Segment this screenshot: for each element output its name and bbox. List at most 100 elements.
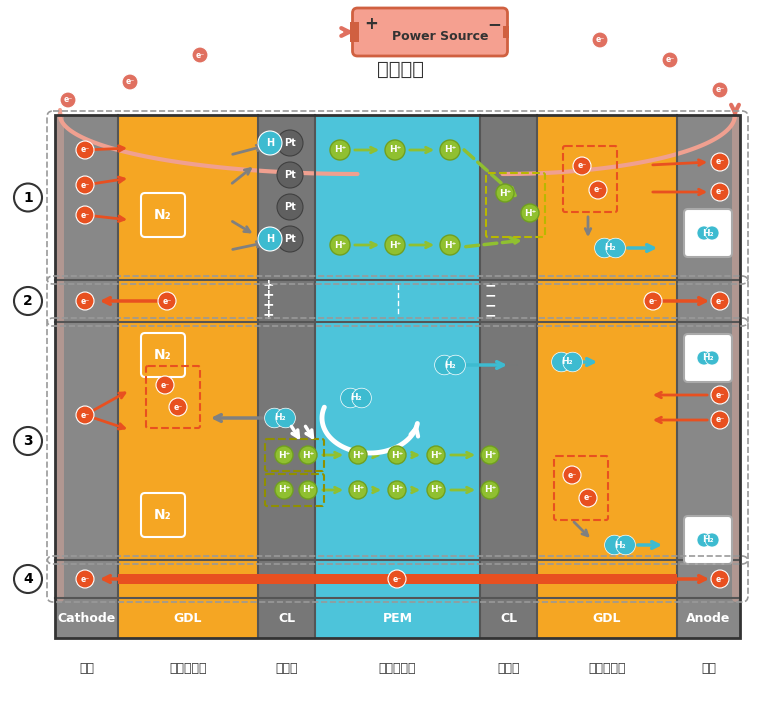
Bar	[480, 560, 537, 598]
Text: −: −	[484, 288, 496, 302]
Text: H⁺: H⁺	[334, 146, 346, 154]
Circle shape	[276, 408, 296, 428]
Bar	[677, 322, 740, 560]
Text: H⁺: H⁺	[484, 451, 496, 460]
Text: e⁻: e⁻	[584, 493, 593, 503]
Circle shape	[573, 157, 591, 175]
FancyBboxPatch shape	[684, 334, 732, 382]
Bar	[677, 560, 740, 598]
Bar	[258, 280, 315, 322]
Circle shape	[427, 446, 445, 464]
Circle shape	[277, 226, 303, 252]
Circle shape	[711, 153, 729, 171]
Text: e⁻: e⁻	[715, 296, 725, 306]
Bar	[537, 598, 677, 638]
Bar	[350, 22, 359, 42]
Bar	[258, 115, 315, 280]
Text: e⁻: e⁻	[715, 575, 725, 583]
Circle shape	[14, 427, 42, 455]
Circle shape	[277, 194, 303, 220]
Text: 3: 3	[23, 434, 33, 448]
Circle shape	[76, 206, 94, 224]
Text: Pt: Pt	[284, 202, 296, 212]
Circle shape	[606, 238, 625, 258]
Text: e⁻: e⁻	[665, 56, 675, 64]
Text: H⁺: H⁺	[444, 241, 456, 249]
Bar	[480, 322, 537, 560]
Circle shape	[76, 141, 94, 159]
Bar	[55, 322, 118, 560]
Circle shape	[76, 406, 94, 424]
Bar	[118, 322, 258, 560]
Text: −: −	[484, 308, 496, 322]
Text: −: −	[487, 15, 501, 33]
Circle shape	[349, 446, 367, 464]
Circle shape	[697, 351, 711, 365]
Bar	[315, 280, 480, 322]
Circle shape	[76, 570, 94, 588]
Circle shape	[385, 140, 405, 160]
Text: H⁺: H⁺	[391, 486, 403, 495]
Text: H⁺: H⁺	[430, 451, 442, 460]
Text: +: +	[263, 308, 274, 322]
Bar	[537, 322, 677, 560]
Circle shape	[388, 570, 406, 588]
Text: H⁺: H⁺	[352, 451, 364, 460]
Text: e⁻: e⁻	[80, 146, 89, 154]
FancyBboxPatch shape	[353, 8, 507, 56]
Bar	[677, 598, 740, 638]
Text: e⁻: e⁻	[715, 86, 725, 94]
Text: e⁻: e⁻	[80, 296, 89, 306]
Bar	[118, 560, 258, 598]
Text: 阴极: 阴极	[79, 661, 94, 675]
Circle shape	[711, 183, 729, 201]
FancyBboxPatch shape	[141, 493, 185, 537]
Circle shape	[705, 351, 719, 365]
Circle shape	[330, 140, 350, 160]
Circle shape	[711, 570, 729, 588]
Bar	[537, 115, 677, 280]
Bar	[480, 598, 537, 638]
Circle shape	[705, 226, 719, 240]
FancyBboxPatch shape	[684, 209, 732, 257]
Text: e⁻: e⁻	[715, 416, 725, 425]
Circle shape	[388, 481, 406, 499]
Text: e⁻: e⁻	[393, 575, 402, 583]
Text: 2: 2	[23, 294, 33, 308]
Bar	[315, 115, 480, 280]
Circle shape	[616, 536, 635, 555]
Text: −: −	[484, 278, 496, 292]
Circle shape	[589, 181, 607, 199]
Circle shape	[349, 481, 367, 499]
Circle shape	[434, 355, 454, 375]
Text: H₂: H₂	[604, 243, 616, 253]
Bar	[258, 322, 315, 560]
Circle shape	[169, 398, 187, 416]
Circle shape	[14, 565, 42, 593]
Circle shape	[258, 227, 282, 251]
Circle shape	[496, 184, 514, 202]
Text: N₂: N₂	[154, 208, 172, 222]
Text: H⁺: H⁺	[499, 188, 511, 198]
Bar	[55, 560, 118, 598]
Text: H⁺: H⁺	[278, 451, 290, 460]
Text: H₂: H₂	[350, 393, 362, 403]
Bar	[118, 574, 677, 584]
Circle shape	[594, 238, 614, 258]
Circle shape	[711, 292, 729, 310]
Circle shape	[385, 235, 405, 255]
Bar	[118, 280, 258, 322]
Circle shape	[551, 352, 571, 372]
Text: e⁻: e⁻	[648, 296, 658, 306]
Bar	[55, 115, 740, 638]
Text: e⁻: e⁻	[715, 391, 725, 400]
Text: N₂: N₂	[154, 348, 172, 362]
Text: 4: 4	[23, 572, 33, 586]
Text: e⁻: e⁻	[160, 381, 169, 390]
Text: e⁻: e⁻	[80, 181, 89, 189]
Circle shape	[604, 536, 624, 555]
Bar	[480, 280, 537, 322]
Circle shape	[299, 481, 317, 499]
Circle shape	[697, 533, 711, 547]
Circle shape	[705, 533, 719, 547]
